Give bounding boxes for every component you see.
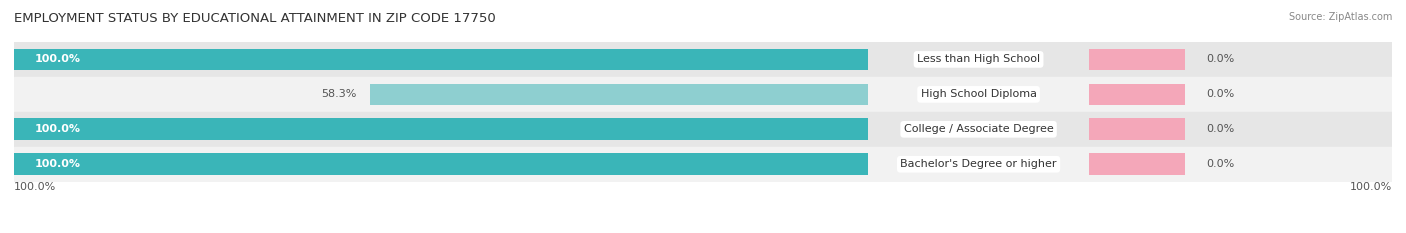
Text: Bachelor's Degree or higher: Bachelor's Degree or higher [900,159,1057,169]
Text: 100.0%: 100.0% [35,124,80,134]
Text: 100.0%: 100.0% [35,55,80,64]
Text: College / Associate Degree: College / Associate Degree [904,124,1053,134]
Text: 0.0%: 0.0% [1206,124,1234,134]
Bar [14,112,1392,147]
Text: High School Diploma: High School Diploma [921,89,1036,99]
Text: 100.0%: 100.0% [35,159,80,169]
Text: EMPLOYMENT STATUS BY EDUCATIONAL ATTAINMENT IN ZIP CODE 17750: EMPLOYMENT STATUS BY EDUCATIONAL ATTAINM… [14,12,496,25]
Bar [1088,84,1185,105]
Text: 100.0%: 100.0% [14,182,56,192]
Bar [14,118,869,140]
Text: Less than High School: Less than High School [917,55,1040,64]
Text: 0.0%: 0.0% [1206,89,1234,99]
Text: 0.0%: 0.0% [1206,159,1234,169]
Text: 0.0%: 0.0% [1206,55,1234,64]
Bar [1088,49,1185,70]
Bar [14,154,869,175]
Bar [14,77,1392,112]
Bar [14,49,869,70]
Text: Source: ZipAtlas.com: Source: ZipAtlas.com [1288,12,1392,22]
Bar [14,42,1392,77]
Text: 58.3%: 58.3% [321,89,357,99]
Bar [370,84,869,105]
Bar [1088,154,1185,175]
Bar [14,147,1392,182]
Text: 100.0%: 100.0% [1350,182,1392,192]
Bar [1088,118,1185,140]
